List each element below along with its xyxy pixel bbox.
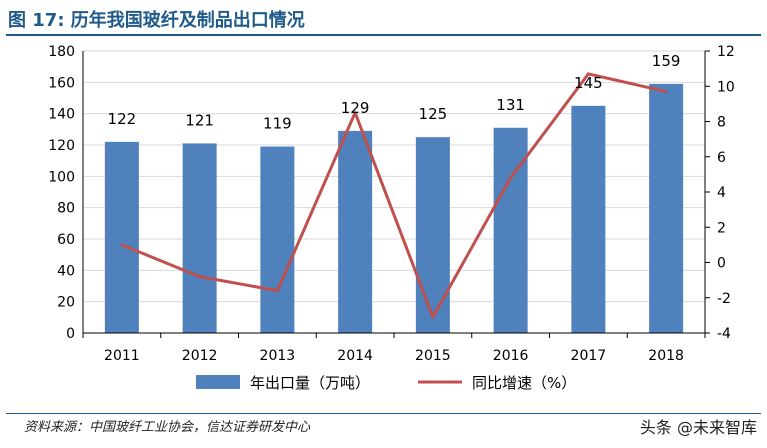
- y-left-tick-label: 60: [57, 232, 75, 248]
- source-note: 资料来源：中国玻纤工业协会，信达证券研发中心: [24, 420, 311, 435]
- y-right-tick-label: 2: [717, 220, 726, 236]
- legend-label-line: 同比增速（%）: [472, 374, 576, 392]
- legend: 年出口量（万吨） 同比增速（%）: [196, 374, 576, 392]
- bar: [260, 146, 295, 333]
- y-right-tick-label: 0: [717, 256, 726, 272]
- bar: [493, 127, 528, 334]
- line-point: [431, 315, 435, 319]
- line-point: [353, 111, 357, 115]
- y-left-tick-label: 180: [48, 44, 75, 60]
- x-tick-label: 2014: [337, 348, 373, 364]
- y-left-tick-label: 120: [48, 138, 75, 154]
- bar-data-label: 121: [185, 111, 214, 129]
- watermark: 头条 @未来智库: [639, 418, 757, 437]
- y-left-tick-label: 80: [57, 201, 75, 217]
- bar-data-label: 125: [419, 105, 448, 123]
- x-tick-label: 2012: [182, 348, 218, 364]
- bar: [182, 143, 217, 333]
- bar: [104, 141, 139, 333]
- source-divider: [6, 413, 761, 414]
- line-point: [198, 275, 202, 279]
- y-right-tick-label: 12: [717, 44, 735, 60]
- y-right-tick-label: 6: [717, 150, 726, 166]
- grid-lines: [83, 50, 705, 334]
- x-tick-label: 2011: [104, 348, 140, 364]
- y-left-tick-label: 100: [48, 169, 75, 185]
- y-right-tick-label: -4: [717, 326, 731, 342]
- y-right-tick-label: -2: [717, 291, 731, 307]
- x-tick-label: 2018: [648, 348, 684, 364]
- x-tick-label: 2015: [415, 348, 451, 364]
- bar-data-label: 119: [263, 115, 292, 133]
- bar: [571, 105, 606, 333]
- growth-line: [120, 72, 668, 319]
- bar-data-label: 122: [108, 110, 137, 128]
- bar-data-label: 131: [496, 96, 525, 114]
- bar: [649, 83, 684, 334]
- line-point: [586, 72, 590, 76]
- y-right-tick-label: 8: [717, 115, 726, 131]
- x-tick-label: 2013: [260, 348, 296, 364]
- line-series: [120, 72, 668, 319]
- y-right-tick-label: 4: [717, 185, 726, 201]
- bar-series: [104, 83, 684, 334]
- chart-title: 图 17: 历年我国玻纤及制品出口情况: [8, 10, 305, 31]
- y-left-tick-label: 0: [66, 326, 75, 342]
- bar-data-label: 145: [574, 74, 603, 92]
- bar-data-label: 159: [652, 52, 681, 70]
- bar-data-label: 129: [341, 99, 370, 117]
- title-divider: [6, 34, 761, 36]
- y-left-tick-label: 140: [48, 107, 75, 123]
- line-point: [275, 289, 279, 293]
- bar: [338, 130, 373, 333]
- line-point: [509, 176, 513, 180]
- x-tick-label: 2016: [493, 348, 529, 364]
- x-tick-label: 2017: [571, 348, 607, 364]
- axes: 0 20 40 60 80 100 120 140 160 180 -4 -2 0 2 4 6 8 10 12 201…: [48, 44, 735, 364]
- legend-label-bar: 年出口量（万吨）: [250, 374, 370, 392]
- y-left-tick-label: 40: [57, 263, 75, 279]
- y-right-tick-label: 10: [717, 79, 735, 95]
- bar: [415, 137, 450, 333]
- y-left-tick-label: 160: [48, 75, 75, 91]
- line-point: [120, 243, 124, 247]
- line-point: [664, 90, 668, 94]
- y-left-tick-label: 20: [57, 295, 75, 311]
- legend-swatch-bar: [196, 375, 240, 389]
- data-labels: 122 121 119 129 125 131 145 159: [108, 52, 681, 133]
